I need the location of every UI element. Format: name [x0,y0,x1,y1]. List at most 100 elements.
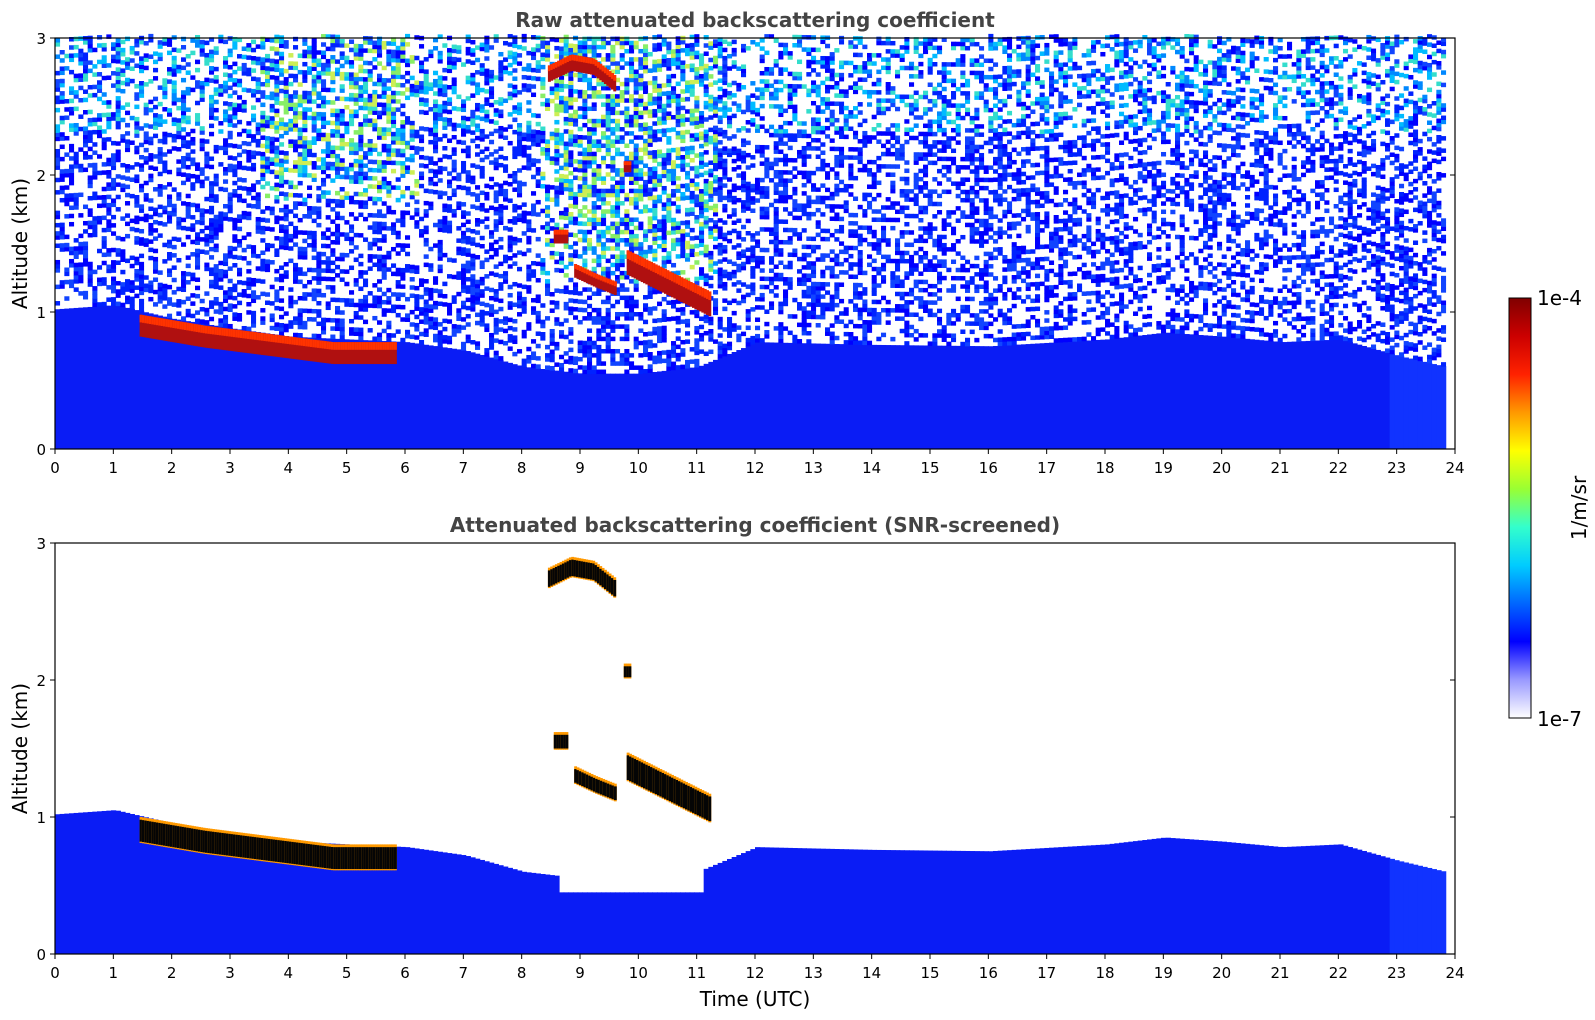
heatmap-cell [353,150,359,156]
heatmap-cell [246,232,252,237]
heatmap-cell [633,287,639,292]
heatmap-cell [661,165,667,170]
heatmap-cell [64,279,70,285]
heatmap-cell [367,110,373,115]
heatmap-cell [274,88,280,93]
heatmap-cell [92,142,98,147]
heatmap-cell [265,144,271,149]
heatmap-cell [624,303,630,309]
heatmap-cell [414,343,420,449]
heatmap-cell [493,247,499,253]
heatmap-cell [335,170,341,175]
heatmap-cell [185,296,191,302]
heatmap-cell [55,235,61,240]
heatmap-cell [204,225,210,231]
heatmap-cell [274,137,280,142]
heatmap-cell [531,84,537,89]
heatmap-cell [661,120,667,125]
heatmap-cell [619,57,625,62]
heatmap-cell [367,151,373,156]
heatmap-cell [671,304,677,309]
heatmap-cell [269,136,275,142]
heatmap-cell [685,331,691,336]
heatmap-cell [517,90,523,95]
heatmap-cell [479,260,485,265]
heatmap-cell [433,317,439,322]
heatmap-cell [489,74,495,79]
heatmap-cell [199,183,205,189]
heatmap-cell [111,280,117,286]
heatmap-cell [246,129,252,134]
heatmap-cell [638,353,644,358]
heatmap-cell [106,116,112,122]
heatmap-cell [433,83,439,88]
heatmap-cell [344,76,350,81]
heatmap-cell [559,227,565,232]
heatmap-cell [69,86,75,91]
heatmap-cell [372,295,378,300]
heatmap-cell [92,72,98,77]
heatmap-cell [269,284,275,290]
heatmap-cell [307,316,313,322]
heatmap-cell [171,187,177,192]
heatmap-cell [157,85,163,90]
heatmap-cell [503,69,509,75]
heatmap-cell [139,302,145,308]
heatmap-cell [73,238,79,243]
heatmap-cell [153,211,159,217]
heatmap-cell [624,196,630,202]
heatmap-cell [339,88,345,93]
heatmap-cell [279,43,285,49]
heatmap-cell [288,238,294,243]
heatmap-cell [605,135,611,140]
heatmap-cell [344,220,350,225]
heatmap-cell [675,270,681,276]
heatmap-cell [316,321,322,327]
heatmap-cell [115,120,121,126]
heatmap-cell [638,127,644,132]
heatmap-cell [311,267,317,273]
heatmap-cell [587,127,593,132]
heatmap-cell [358,126,364,131]
heatmap-cell [545,365,551,370]
heatmap-cell [246,149,252,155]
heatmap-cell [465,153,471,159]
heatmap-cell [363,89,369,94]
heatmap-cell [246,285,252,291]
heatmap-cell [293,184,299,190]
heatmap-cell [213,116,219,121]
heatmap-cell [507,305,513,310]
heatmap-cell [582,44,588,50]
heatmap-cell [549,160,555,165]
heatmap-cell [526,100,532,105]
heatmap-cell [610,205,616,210]
heatmap-cell [409,194,415,200]
heatmap-cell [512,220,518,225]
heatmap-cell [647,80,653,86]
heatmap-cell [241,256,247,261]
heatmap-cell [325,165,331,171]
heatmap-cell [386,205,392,211]
heatmap-cell [461,169,467,174]
heatmap-cell [283,93,289,99]
heatmap-cell [526,235,532,241]
heatmap-cell [400,284,406,289]
heatmap-cell [64,185,70,190]
heatmap-cell [577,221,583,226]
heatmap-cell [601,320,607,325]
heatmap-cell [400,272,406,277]
heatmap-cell [209,111,215,116]
heatmap-cell [288,180,294,185]
heatmap-cell [526,264,532,270]
heatmap-cell [157,40,163,45]
heatmap-cell [391,263,397,268]
heatmap-cell [73,196,79,202]
heatmap-cell [148,54,154,59]
heatmap-cell [507,182,513,187]
heatmap-cell [311,337,317,449]
heatmap-cell [685,150,691,155]
heatmap-cell [610,53,616,58]
heatmap-cell [657,235,663,241]
heatmap-cell [666,193,672,199]
heatmap-cell [689,67,695,73]
